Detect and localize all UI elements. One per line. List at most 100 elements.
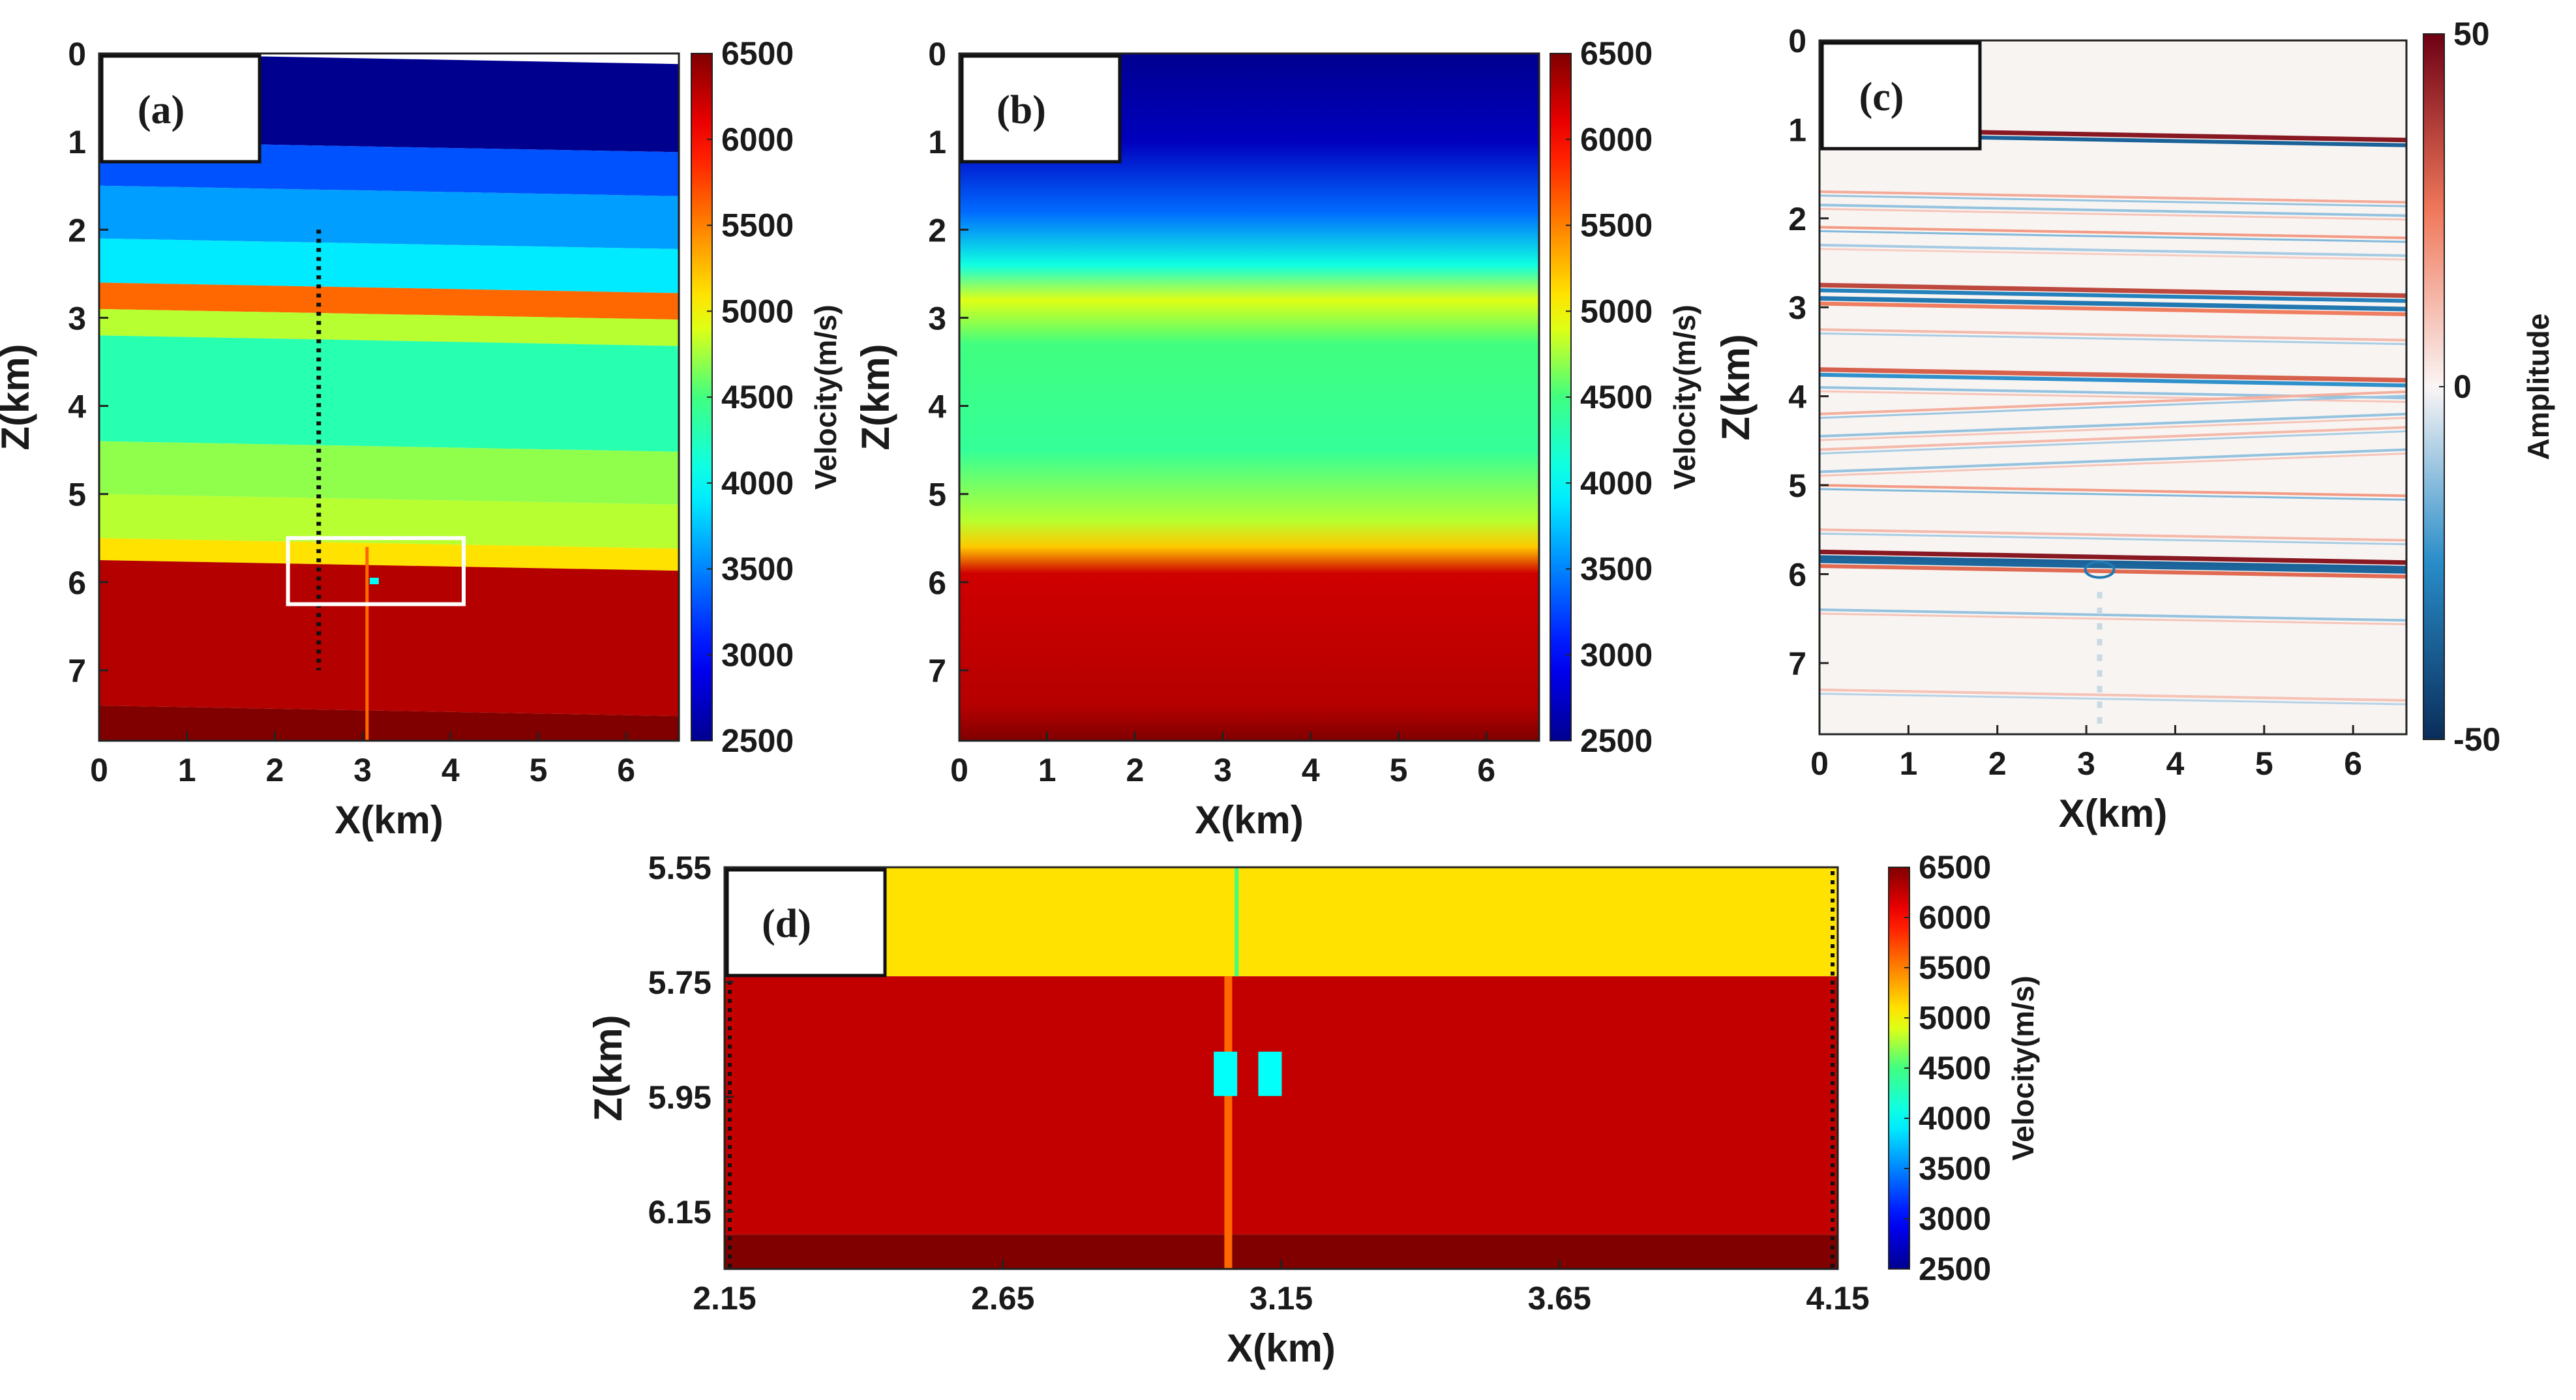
x-tick-label: 1	[178, 752, 196, 788]
y-tick-label: 2	[1788, 201, 1806, 237]
colorbar-label: Amplitude	[2521, 314, 2555, 460]
reflector	[1820, 243, 2406, 258]
reflector-side-lobe	[1820, 452, 2406, 477]
colorbar-tick-label: 5500	[721, 207, 794, 244]
y-tick-label: 3	[68, 300, 86, 336]
y-tick-label: 3	[1788, 290, 1806, 326]
panel-c-plot	[1820, 127, 2406, 726]
y-tick-label: 0	[928, 36, 946, 72]
colorbar-tick-label: 3000	[1580, 636, 1653, 673]
reflector	[1820, 426, 2406, 451]
panel-b-frame	[958, 52, 1540, 742]
y-tick-label: 5	[1788, 468, 1806, 504]
y-tick-label: 5.55	[648, 850, 711, 886]
reflector-side-lobe	[1820, 372, 2406, 388]
x-tick-label: 4	[1302, 752, 1320, 788]
panel-label-box	[725, 868, 887, 977]
colorbar-tick-label: 50	[2453, 16, 2490, 52]
y-tick-label: 2	[928, 212, 946, 248]
velocity-layer	[99, 705, 679, 741]
x-axis-label: X(km)	[1227, 1326, 1336, 1370]
x-tick-label: 3	[353, 752, 372, 788]
y-tick-label: 4	[928, 389, 946, 425]
panel-label: (d)	[762, 902, 811, 946]
reflector	[1820, 549, 2406, 565]
colorbar-tick-label: 4500	[721, 379, 794, 415]
velocity-layer	[99, 559, 679, 717]
reflector	[1820, 390, 2406, 415]
y-tick-label: 0	[1788, 23, 1806, 59]
reflector	[1820, 484, 2406, 498]
colorbar-tick-label: 4000	[1919, 1100, 1991, 1137]
panel-label-box	[100, 54, 262, 164]
y-tick-label: 0	[68, 36, 86, 72]
y-tick-label: 5	[68, 477, 86, 513]
y-axis-label: Z(km)	[0, 344, 37, 450]
reflector-side-lobe	[1820, 288, 2406, 303]
x-tick-label: 3	[2077, 745, 2095, 782]
x-axis-label: X(km)	[335, 798, 443, 842]
x-tick-label: 3	[1214, 752, 1232, 788]
x-tick-label: 3.65	[1528, 1280, 1591, 1317]
y-axis-label: Z(km)	[586, 1015, 630, 1121]
colorbar-tick-label: 6000	[1919, 899, 1991, 936]
reflector	[1820, 190, 2406, 204]
colorbar-tick-label: 6000	[721, 121, 794, 158]
velocity-layer	[99, 282, 679, 320]
velocity-anomaly	[1258, 1051, 1282, 1096]
velocity-layer	[99, 538, 679, 571]
panel-label-box	[960, 54, 1122, 164]
x-tick-label: 1	[1038, 752, 1056, 788]
colorbar-tick-label: 6500	[1580, 35, 1653, 72]
y-tick-label: 6.15	[648, 1194, 711, 1230]
reflector-side-lobe	[1820, 532, 2406, 546]
y-tick-label: 6	[928, 565, 946, 601]
velocity-layer	[99, 308, 679, 346]
reflector	[1820, 328, 2406, 342]
colorbar-tick-label: 3000	[1919, 1200, 1991, 1237]
x-tick-label: 4	[442, 752, 460, 788]
x-tick-label: 6	[617, 752, 635, 788]
y-tick-label: 5.75	[648, 964, 711, 1001]
reflector	[1820, 688, 2406, 702]
panel-c-frame	[1818, 39, 2408, 736]
colorbar-tick-label: 6000	[1580, 121, 1653, 158]
reflector-side-lobe	[1820, 395, 2406, 419]
x-tick-label: 5	[530, 752, 548, 788]
velocity-layer	[99, 441, 679, 505]
reflector-side-lobe	[1820, 612, 2406, 625]
colorbar-tick-label: 3500	[721, 551, 794, 588]
y-axis-label: Z(km)	[1714, 334, 1758, 440]
y-tick-label: 6	[1788, 556, 1806, 593]
reflector-side-lobe	[1820, 555, 2406, 570]
reflector-side-lobe	[1820, 301, 2406, 316]
y-tick-label: 2	[68, 212, 86, 248]
y-tick-label: 1	[928, 124, 946, 160]
panel-label: (b)	[996, 88, 1046, 132]
y-tick-label: 4	[1788, 379, 1806, 415]
reflector-side-lobe	[1820, 693, 2406, 706]
x-tick-label: 2	[1988, 745, 2007, 782]
x-tick-label: 5	[2255, 745, 2273, 782]
velocity-layer	[725, 867, 1838, 977]
y-axis-label: Z(km)	[854, 344, 897, 450]
reflector	[1820, 448, 2406, 473]
velocity-layer	[99, 494, 679, 549]
reflector	[1820, 296, 2406, 312]
x-tick-label: 2.65	[971, 1280, 1034, 1317]
velocity-layer	[99, 185, 679, 249]
reflector	[1820, 528, 2406, 542]
x-tick-label: 2.15	[693, 1280, 756, 1317]
reflector	[1820, 203, 2406, 217]
colorbar-tick-label: 2500	[1580, 722, 1653, 759]
colorbar-tick-label: 3500	[1580, 551, 1653, 588]
x-tick-label: 6	[2344, 745, 2362, 782]
x-tick-label: 5	[1390, 752, 1408, 788]
x-tick-label: 2	[265, 752, 284, 788]
colorbar-tick-label: 5500	[1580, 207, 1653, 244]
x-tick-label: 3.15	[1250, 1280, 1313, 1317]
anomaly-marker	[369, 578, 379, 585]
reflector-side-lobe	[1820, 248, 2406, 261]
colorbar-label: Velocity(m/s)	[809, 305, 843, 490]
